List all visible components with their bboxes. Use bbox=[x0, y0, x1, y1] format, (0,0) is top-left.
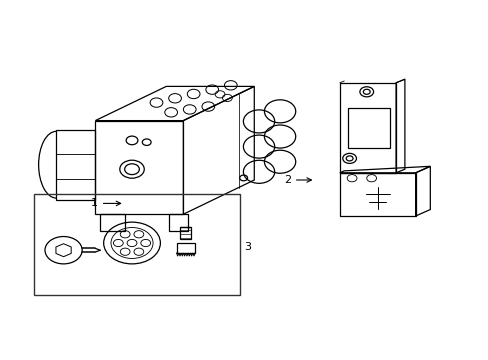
Bar bbox=[176, 243, 195, 253]
Bar bbox=[180, 227, 191, 239]
Bar bbox=[56, 130, 95, 200]
Bar bbox=[34, 194, 239, 295]
Text: 3: 3 bbox=[244, 242, 251, 252]
Bar bbox=[347, 108, 389, 148]
Text: 1: 1 bbox=[91, 198, 121, 208]
Text: 2: 2 bbox=[283, 175, 311, 185]
